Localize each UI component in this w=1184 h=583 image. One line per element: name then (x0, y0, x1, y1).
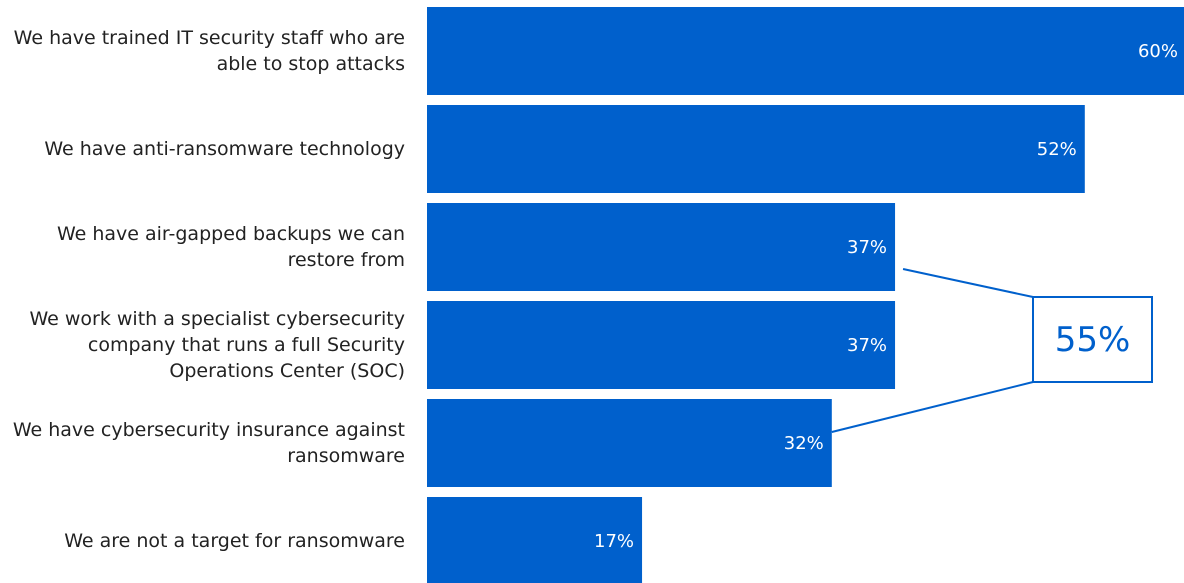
category-label: We have trained IT security staff who ar… (0, 7, 405, 95)
annotation-connector (902, 268, 1034, 298)
category-label: We work with a specialist cybersecurity … (0, 301, 405, 389)
bar (427, 301, 896, 389)
bar (427, 399, 832, 487)
annotation-connector (831, 381, 1034, 433)
annotation-label: 55% (1055, 320, 1131, 360)
value-label: 37% (847, 237, 887, 258)
value-label: 37% (847, 335, 887, 356)
value-label: 60% (1138, 41, 1178, 62)
category-label: We are not a target for ransomware (0, 497, 405, 583)
category-text: We have trained IT security staff who ar… (13, 27, 405, 75)
category-label: We have anti-ransomware technology (0, 105, 405, 193)
annotation-box (1032, 296, 1153, 383)
value-label: 52% (1037, 139, 1077, 160)
value-label: 17% (594, 531, 634, 552)
value-label: 32% (784, 433, 824, 454)
bar (427, 7, 1184, 95)
category-text: We have cybersecurity insurance against … (12, 419, 405, 467)
category-text: We work with a specialist cybersecurity … (29, 308, 405, 382)
category-text: We have air-gapped backups we can restor… (56, 223, 405, 271)
category-label: We have air-gapped backups we can restor… (0, 203, 405, 291)
category-label: We have cybersecurity insurance against … (0, 399, 405, 487)
bar (427, 105, 1085, 193)
category-text: We are not a target for ransomware (64, 530, 405, 552)
bar (427, 497, 643, 583)
category-text: We have anti-ransomware technology (44, 138, 405, 160)
bar (427, 203, 896, 291)
